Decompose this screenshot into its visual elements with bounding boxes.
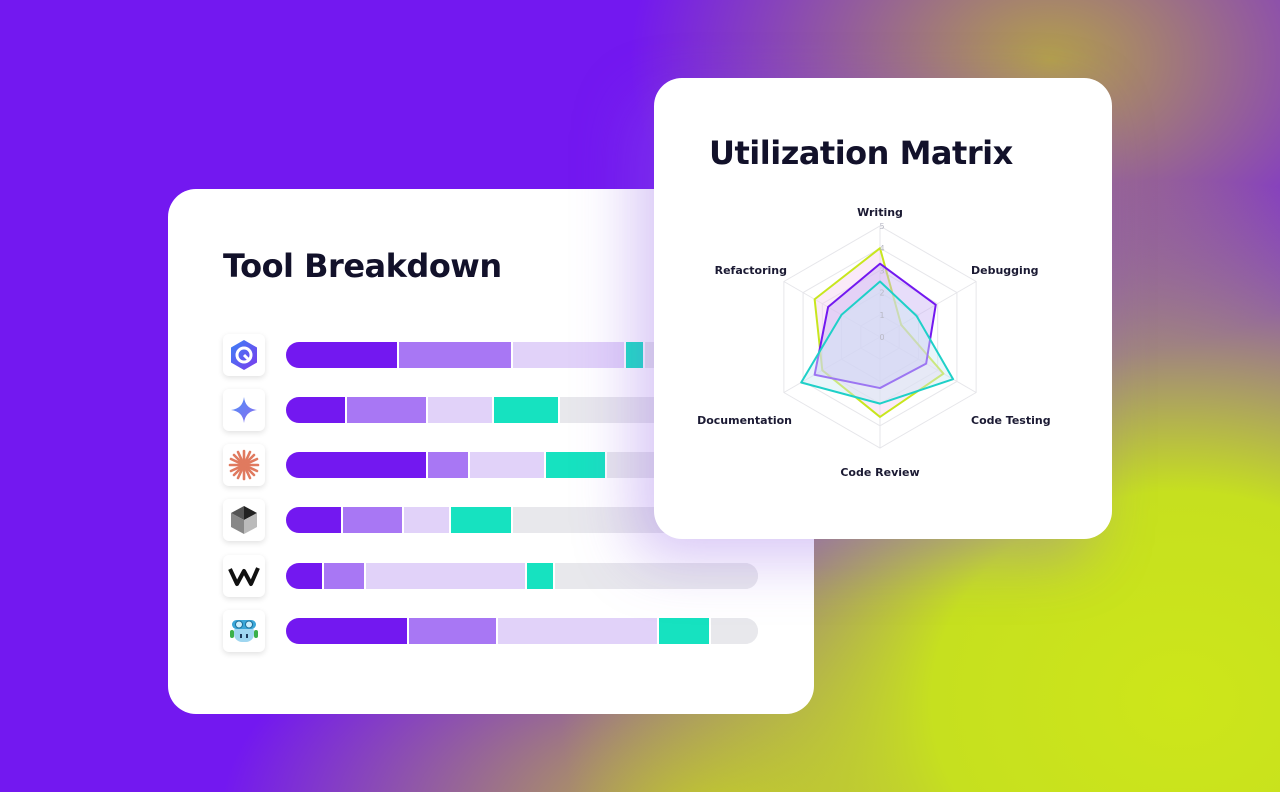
tool-row [223,555,763,597]
stacked-bar [286,618,758,644]
bar-segment-3 [470,452,546,478]
axis-label: Code Review [840,466,919,479]
tool-asterisk-icon [223,444,265,486]
bar-segment-3 [366,563,527,589]
bar-segment-1 [286,397,348,423]
bar-segment-1 [286,342,400,368]
tool-hexagon-icon [223,334,265,376]
radar-chart: 0 1 2 3 4 5 Writing Debugging Code Testing Code R… [697,206,1051,479]
tool-robot-icon [223,610,265,652]
tick-label: 5 [879,222,884,231]
bar-segment-5 [555,563,758,589]
axis-label: Code Testing [971,414,1051,427]
tick-label: 0 [879,333,884,342]
bar-segment-3 [427,397,494,423]
tick-label: 2 [879,289,884,298]
stacked-bar [286,563,758,589]
bar-segment-1 [286,452,428,478]
axis-label: Refactoring [715,264,787,277]
axis-label: Writing [857,206,903,219]
bar-segment-3 [403,507,452,533]
bar-segment-4 [625,342,645,368]
tick-label: 4 [879,244,884,253]
bar-segment-2 [342,507,404,533]
bar-segment-4 [658,618,711,644]
bar-segment-2 [323,563,367,589]
tool-breakdown-title: Tool Breakdown [223,247,502,285]
grid-spoke [783,281,881,338]
grid-spoke [783,336,881,393]
bar-segment-3 [512,342,626,368]
bar-segment-2 [408,618,499,644]
bar-segment-1 [286,618,409,644]
bar-segment-4 [526,563,555,589]
tool-sparkle-icon [223,389,265,431]
bar-segment-4 [451,507,513,533]
bar-segment-2 [347,397,428,423]
radar-series-3 [800,280,955,405]
bar-segment-1 [286,563,324,589]
axis-label: Documentation [697,414,792,427]
bar-segment-1 [286,507,343,533]
grid-spoke [879,281,977,338]
tool-cube-icon [223,499,265,541]
utilization-matrix-title: Utilization Matrix [709,134,1013,172]
tool-w-icon [223,555,265,597]
bar-segment-3 [498,618,659,644]
bar-segment-2 [399,342,513,368]
axis-label: Debugging [971,264,1039,277]
utilization-matrix-card: Utilization Matrix 0 1 2 3 4 5 Writing Debuggin… [654,78,1112,539]
radar-series-2 [813,262,937,390]
bar-segment-4 [493,397,560,423]
bar-segment-5 [710,618,758,644]
tick-label: 3 [879,266,884,275]
tool-row [223,610,763,652]
grid-spoke [879,336,977,393]
bar-segment-4 [545,452,607,478]
bar-segment-2 [427,452,471,478]
tick-label: 1 [879,311,884,320]
